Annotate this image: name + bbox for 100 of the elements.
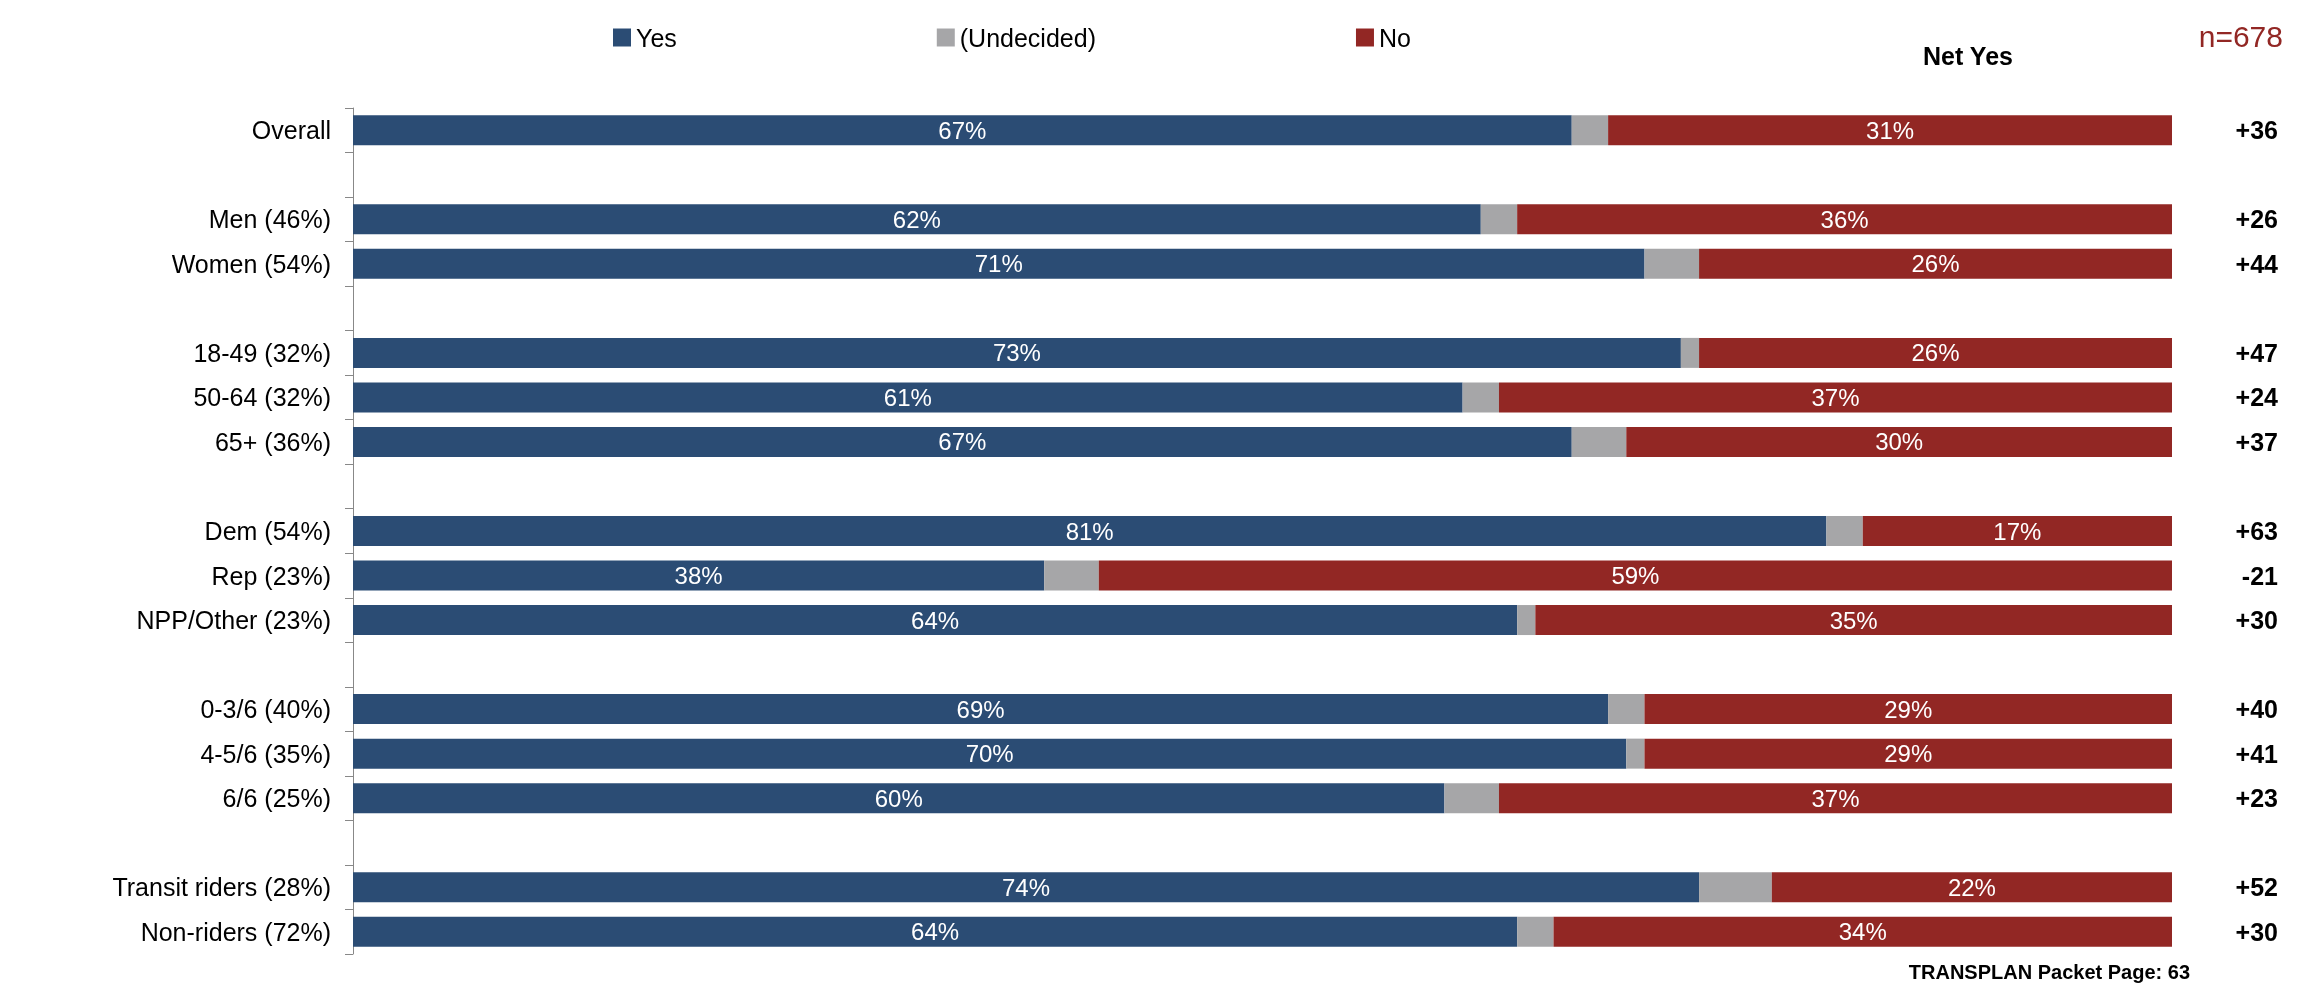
data-label: 26% [1911,339,1960,367]
bar [1553,916,2172,947]
data-label: 64% [911,606,960,634]
data-label: 59% [1611,562,1660,590]
legend-label: No [1378,23,1411,52]
bar [353,204,1481,235]
legend-label: Yes [636,23,677,52]
bar [1644,738,2172,769]
data-label: 61% [883,383,932,411]
text: +44 [2235,249,2279,278]
bar [1699,872,1772,903]
bar [353,738,1627,769]
text: +63 [2235,517,2278,545]
bar [1680,337,1700,368]
bar [353,337,1681,368]
legend-label: (Undecided) [959,23,1096,52]
bar [353,783,1445,814]
bar [353,872,1700,903]
bar [1626,738,1645,769]
data-label: 62% [892,205,941,233]
bar [1444,783,1499,814]
data-label: 67% [938,428,987,456]
bar [353,605,1518,636]
bar [353,115,1572,146]
data-label: 64% [911,918,960,946]
bar [1462,382,1499,413]
data-label: 71% [974,250,1023,278]
bar [1644,248,1700,279]
y-tick-label: Overall [251,116,331,145]
text: Net Yes [1923,42,2013,70]
bar [1535,605,2172,636]
y-tick-label: 6/6 (25%) [222,784,331,813]
data-label: 69% [956,695,1005,723]
data-label: 17% [1993,517,2042,545]
data-label: 60% [874,784,923,812]
bar [353,916,1518,947]
bar [1608,115,2172,146]
text: +52 [2235,873,2278,902]
data-label: 30% [1875,428,1924,456]
y-tick-label: 4-5/6 (35%) [200,739,331,768]
data-label: 37% [1811,383,1860,411]
data-label: 36% [1820,205,1869,233]
bar [1771,872,2172,903]
bar [353,426,1572,457]
bar [1498,382,2172,413]
bar [1498,783,2172,814]
text: -21 [2241,561,2279,590]
text: +47 [2235,338,2278,367]
text: +37 [2235,427,2278,456]
data-label: 67% [938,116,987,144]
y-tick-label: Women (54%) [171,249,331,278]
data-label: 34% [1838,918,1887,946]
data-label: 35% [1829,606,1878,634]
bar [1699,337,2172,368]
bar [1699,248,2172,279]
data-label: 70% [965,740,1014,768]
bar [1517,204,2172,235]
bar [353,560,1045,591]
bar [353,248,1645,279]
bar [1862,516,2172,546]
text: +24 [2235,383,2279,412]
text: +36 [2235,116,2278,145]
bar [353,382,1463,413]
text: +40 [2235,695,2278,724]
data-label: 74% [1002,873,1051,901]
data-label: 26% [1911,250,1960,278]
y-tick-label: Dem (54%) [204,517,331,545]
bar [1044,560,1099,591]
bar [1571,426,1627,457]
data-label: 37% [1811,784,1860,812]
y-tick-label: 18-49 (32%) [193,338,331,367]
y-tick-label: Transit riders (28%) [112,873,331,902]
bar [353,516,1827,546]
data-label: 81% [1065,517,1114,545]
text: n=678 [2198,19,2283,53]
bar [1098,560,2172,591]
text: +41 [2235,739,2279,768]
text: +30 [2235,606,2278,635]
bar [353,694,1609,725]
bar [1480,204,1518,235]
data-label: 29% [1884,740,1933,768]
bar [1571,115,1609,146]
text: +30 [2235,917,2278,946]
bar [1644,694,2172,725]
data-label: 22% [1947,873,1996,901]
data-label: 73% [992,339,1041,367]
bar [1826,516,1863,546]
y-tick-label: NPP/Other (23%) [136,606,331,635]
data-label: 38% [674,562,723,590]
text: +26 [2235,205,2278,234]
data-label: 31% [1866,116,1915,144]
bar [1626,426,2172,457]
text: +23 [2235,784,2278,813]
bar [1608,694,1645,725]
text: TRANSPLAN Packet Page: 63 [1908,961,2190,983]
y-tick-label: 50-64 (32%) [193,383,331,412]
y-tick-label: Rep (23%) [211,561,331,590]
bar [1517,605,1536,636]
data-label: 29% [1884,695,1933,723]
y-tick-label: 0-3/6 (40%) [200,695,331,724]
